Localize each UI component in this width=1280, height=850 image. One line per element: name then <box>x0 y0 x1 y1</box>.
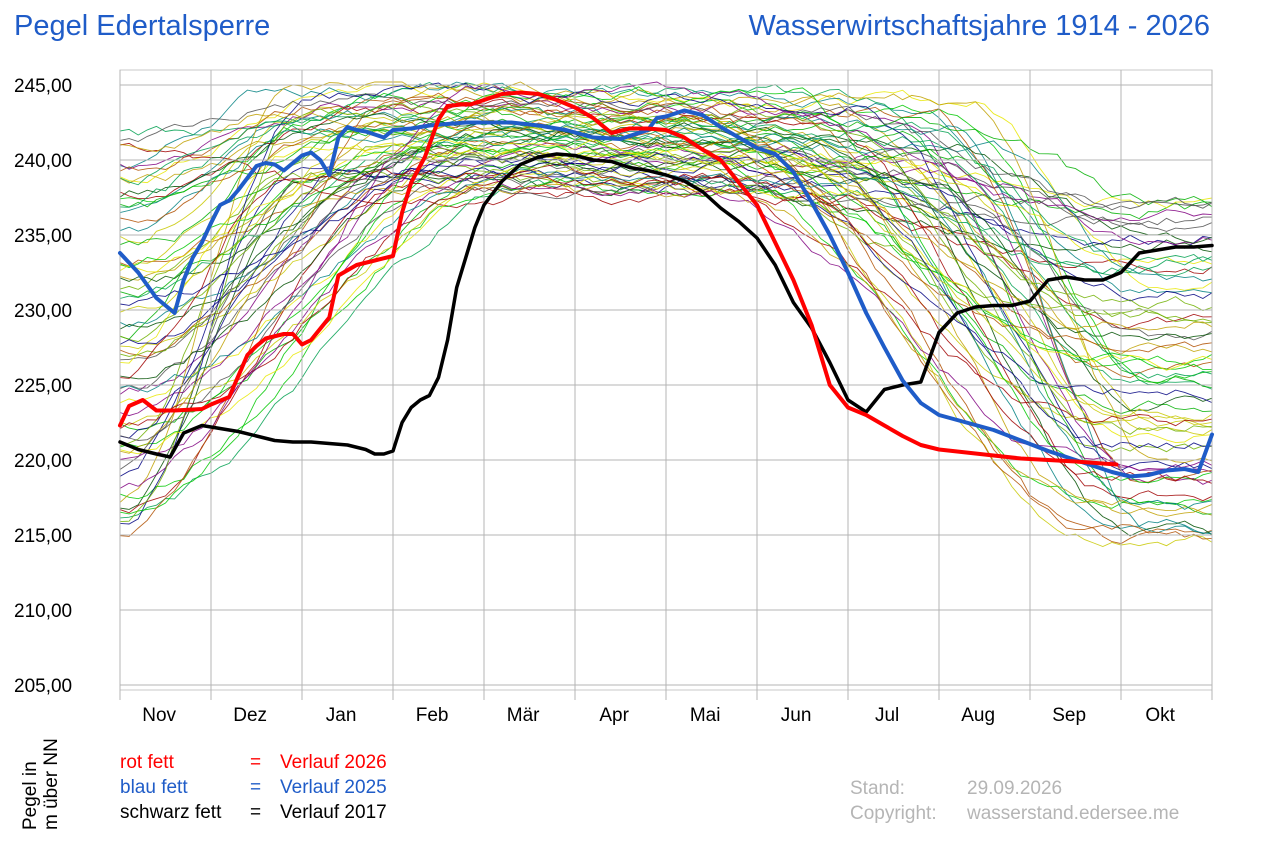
highlight-series <box>118 90 1214 479</box>
copyright-value: wasserstand.edersee.me <box>967 803 1180 824</box>
legend: rot fett = Verlauf 2026 blau fett = Verlauf … <box>120 752 387 827</box>
x-tick-labels: Nov Dez Jan Feb Mär Apr Mai Jun Jul Aug Sep Okt <box>142 705 1175 726</box>
legend-label: Verlauf 2026 <box>280 752 387 773</box>
y-tick-labels: 205,00 210,00 215,00 220,00 225,00 230,00 235,… <box>14 76 72 697</box>
y-tick-label: 245,00 <box>14 76 72 97</box>
legend-label: Verlauf 2017 <box>280 802 387 823</box>
series-line <box>118 90 1119 467</box>
x-tick-label: Dez <box>233 705 267 726</box>
stand-label: Stand: <box>850 778 905 799</box>
series-line <box>118 108 1214 479</box>
legend-key: rot fett <box>120 752 174 773</box>
stand-value: 29.09.2026 <box>967 778 1063 799</box>
legend-key: blau fett <box>120 777 188 798</box>
x-tick-label: Feb <box>416 705 449 726</box>
y-tick-label: 220,00 <box>14 451 72 472</box>
legend-item-2017: schwarz fett = Verlauf 2017 <box>120 802 387 827</box>
y-tick-label: 240,00 <box>14 151 72 172</box>
grid <box>119 69 1213 700</box>
y-axis-label: Pegel in m über NN <box>20 720 62 830</box>
x-tick-label: Aug <box>961 705 995 726</box>
x-tick-label: Sep <box>1052 705 1086 726</box>
chart-title: Pegel Edertalsperre <box>14 10 271 42</box>
copyright-label: Copyright: <box>850 803 937 824</box>
x-tick-label: Okt <box>1145 705 1175 726</box>
stand-row: Stand: 29.09.2026 <box>850 778 1179 803</box>
x-tick-label: Mär <box>507 705 540 726</box>
x-tick-label: Nov <box>142 705 176 726</box>
x-tick-label: Jan <box>326 705 357 726</box>
x-tick-label: Jun <box>781 705 812 726</box>
x-tick-label: Apr <box>599 705 629 726</box>
y-tick-label: 210,00 <box>14 601 72 622</box>
y-tick-label: 235,00 <box>14 226 72 247</box>
legend-item-2025: blau fett = Verlauf 2025 <box>120 777 387 802</box>
y-tick-label: 205,00 <box>14 676 72 697</box>
y-tick-label: 215,00 <box>14 526 72 547</box>
legend-item-2026: rot fett = Verlauf 2026 <box>120 752 387 777</box>
y-axis-label-line1: Pegel in <box>20 761 41 830</box>
legend-label: Verlauf 2025 <box>280 777 387 798</box>
y-tick-label: 225,00 <box>14 376 72 397</box>
x-tick-label: Jul <box>875 705 899 726</box>
legend-equals: = <box>250 752 262 773</box>
legend-key: schwarz fett <box>120 802 222 823</box>
copyright-row: Copyright: wasserstand.edersee.me <box>850 803 1179 828</box>
chart-subtitle: Wasserwirtschaftsjahre 1914 - 2026 <box>748 10 1210 42</box>
y-tick-label: 230,00 <box>14 301 72 322</box>
legend-equals: = <box>250 802 262 823</box>
series-line <box>118 152 1214 459</box>
y-axis-label-line2: m über NN <box>41 738 62 830</box>
info-block: Stand: 29.09.2026 Copyright: wasserstand.e… <box>850 778 1179 828</box>
legend-equals: = <box>250 777 262 798</box>
x-tick-label: Mai <box>690 705 721 726</box>
